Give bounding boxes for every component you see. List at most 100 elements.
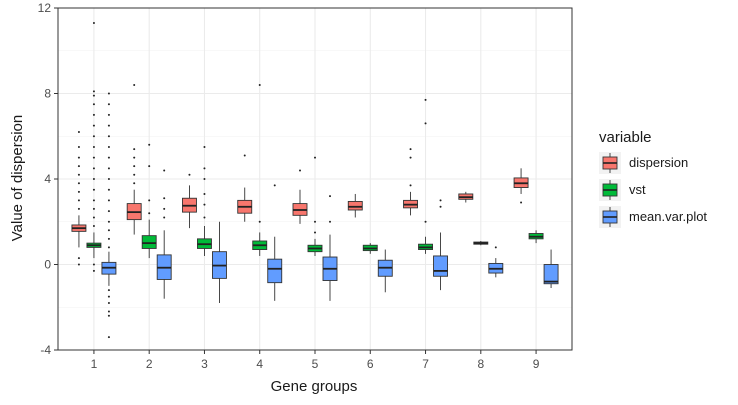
legend-key-dispersion bbox=[599, 152, 621, 174]
outlier-point bbox=[92, 199, 95, 202]
outlier-point bbox=[188, 173, 191, 176]
box-dispersion-8 bbox=[458, 191, 474, 203]
outlier-point bbox=[107, 178, 110, 180]
outlier-point bbox=[439, 205, 442, 208]
x-tick-label: 9 bbox=[533, 357, 540, 371]
box-iqr bbox=[543, 264, 559, 285]
outlier-point bbox=[92, 225, 95, 228]
outlier-point bbox=[203, 192, 206, 195]
outlier-point bbox=[92, 156, 95, 159]
boxes bbox=[71, 21, 559, 339]
y-tick-label: -4 bbox=[40, 343, 51, 357]
outlier-point bbox=[77, 156, 80, 159]
outlier-point bbox=[92, 216, 95, 219]
y-tick-label: 0 bbox=[44, 258, 51, 272]
outlier-point bbox=[107, 103, 110, 106]
outlier-point bbox=[314, 231, 316, 234]
outlier-point bbox=[107, 188, 110, 191]
outlier-point bbox=[520, 201, 523, 204]
box-mean.var.plot-8 bbox=[488, 246, 504, 278]
x-tick-label: 5 bbox=[312, 357, 319, 371]
x-tick-label: 8 bbox=[477, 357, 484, 371]
outlier-point bbox=[258, 220, 261, 223]
outlier-point bbox=[92, 167, 95, 170]
outlier-point bbox=[92, 94, 95, 97]
box-iqr bbox=[267, 258, 283, 284]
outlier-point bbox=[77, 173, 80, 176]
box-mean.var.plot-9 bbox=[543, 249, 559, 289]
x-tick-label: 7 bbox=[422, 357, 429, 371]
outlier-point bbox=[133, 173, 136, 176]
outlier-point bbox=[92, 263, 95, 266]
outlier-point bbox=[92, 145, 95, 148]
outlier-point bbox=[107, 336, 110, 339]
outlier-point bbox=[107, 301, 110, 304]
outlier-point bbox=[77, 165, 80, 168]
box-vst-9 bbox=[528, 230, 544, 244]
outlier-point bbox=[148, 143, 151, 146]
box-mean.var.plot-4 bbox=[267, 184, 283, 301]
outlier-point bbox=[203, 178, 206, 180]
y-axis-title: Value of dispersion bbox=[9, 115, 26, 241]
outlier-point bbox=[409, 184, 412, 187]
box-vst-7 bbox=[418, 98, 433, 254]
outlier-point bbox=[203, 167, 206, 170]
box-dispersion-4 bbox=[237, 154, 253, 222]
outlier-point bbox=[107, 310, 110, 313]
outlier-point bbox=[314, 156, 316, 159]
box-mean.var.plot-5 bbox=[322, 195, 338, 301]
outlier-point bbox=[163, 216, 166, 219]
outlier-point bbox=[107, 220, 110, 223]
outlier-point bbox=[92, 178, 95, 180]
box-vst-5 bbox=[307, 156, 323, 256]
outlier-point bbox=[107, 124, 110, 127]
outlier-point bbox=[107, 199, 110, 202]
outlier-point bbox=[299, 169, 301, 172]
outlier-point bbox=[92, 103, 95, 106]
outlier-point bbox=[133, 148, 136, 151]
outlier-point bbox=[107, 167, 110, 170]
y-tick-label: 12 bbox=[38, 1, 52, 15]
outlier-point bbox=[424, 122, 427, 125]
outlier-point bbox=[92, 269, 95, 272]
outlier-point bbox=[107, 156, 110, 159]
box-dispersion-6 bbox=[347, 193, 363, 218]
box-dispersion-2 bbox=[126, 83, 142, 235]
outlier-point bbox=[409, 156, 412, 159]
outlier-point bbox=[439, 199, 442, 202]
box-dispersion-7 bbox=[403, 148, 418, 216]
outlier-point bbox=[203, 203, 206, 206]
outlier-point bbox=[203, 216, 206, 219]
outlier-point bbox=[133, 182, 136, 185]
x-tick-label: 6 bbox=[367, 357, 374, 371]
outlier-point bbox=[409, 148, 412, 151]
outlier-point bbox=[329, 220, 331, 223]
outlier-point bbox=[77, 263, 80, 266]
x-axis-title: Gene groups bbox=[271, 378, 358, 395]
outlier-point bbox=[107, 145, 110, 148]
outlier-point bbox=[243, 154, 246, 157]
grid bbox=[58, 7, 572, 351]
x-tick-label: 4 bbox=[256, 357, 263, 371]
outlier-point bbox=[424, 98, 427, 101]
outlier-point bbox=[107, 237, 110, 240]
box-mean.var.plot-2 bbox=[156, 169, 172, 299]
box-vst-2 bbox=[141, 143, 157, 259]
outlier-point bbox=[92, 124, 95, 127]
box-vst-4 bbox=[252, 83, 268, 256]
outlier-point bbox=[148, 165, 151, 168]
outlier-point bbox=[329, 195, 331, 198]
box-mean.var.plot-1 bbox=[101, 92, 117, 339]
outlier-point bbox=[107, 92, 110, 95]
outlier-point bbox=[494, 246, 497, 249]
outlier-point bbox=[148, 212, 151, 215]
outlier-point bbox=[258, 83, 261, 86]
box-iqr bbox=[433, 255, 448, 277]
outlier-point bbox=[203, 145, 206, 148]
outlier-point bbox=[107, 289, 110, 292]
outlier-point bbox=[133, 156, 136, 159]
legend-label-mean.var.plot: mean.var.plot bbox=[629, 209, 707, 224]
legend-title: variable bbox=[599, 129, 652, 146]
outlier-point bbox=[77, 207, 80, 210]
